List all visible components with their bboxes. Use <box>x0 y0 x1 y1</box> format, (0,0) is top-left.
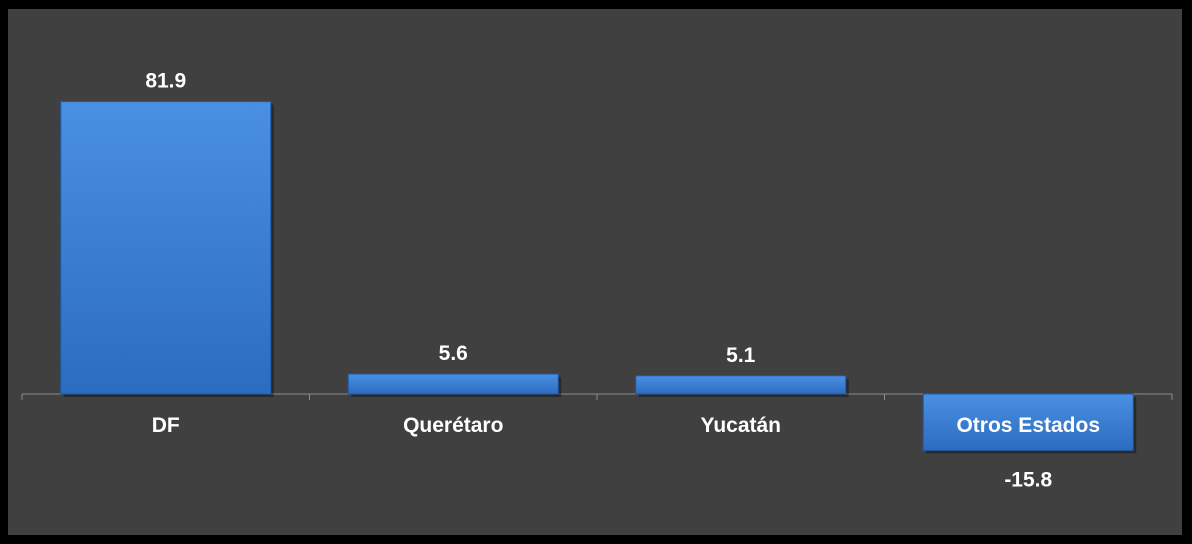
labels: DF 81.9 Querétaro 5.6 Yucatán 5.1 Otros Estado… <box>145 70 1100 492</box>
category-label-queretaro: Querétaro <box>403 414 503 437</box>
bar-yucatan <box>635 375 847 395</box>
value-label-otros-estados: -15.8 <box>1004 468 1052 491</box>
bar-queretaro <box>347 373 559 395</box>
category-label-otros-estados: Otros Estados <box>956 414 1100 437</box>
x-axis-ticks <box>21 394 1173 400</box>
bar-chart: DF 81.9 Querétaro 5.6 Yucatán 5.1 Otros Estado… <box>21 70 1173 492</box>
bar-otros-estados <box>922 393 1134 451</box>
bars <box>60 101 1137 454</box>
value-label-queretaro: 5.6 <box>439 342 468 365</box>
category-label-yucatan: Yucatán <box>700 414 781 437</box>
chart-plot-area: DF 81.9 Querétaro 5.6 Yucatán 5.1 Otros Estado… <box>8 9 1182 535</box>
bar-df <box>60 101 272 395</box>
category-label-df: DF <box>152 414 180 437</box>
value-label-yucatan: 5.1 <box>726 344 756 367</box>
value-label-df: 81.9 <box>145 70 186 93</box>
